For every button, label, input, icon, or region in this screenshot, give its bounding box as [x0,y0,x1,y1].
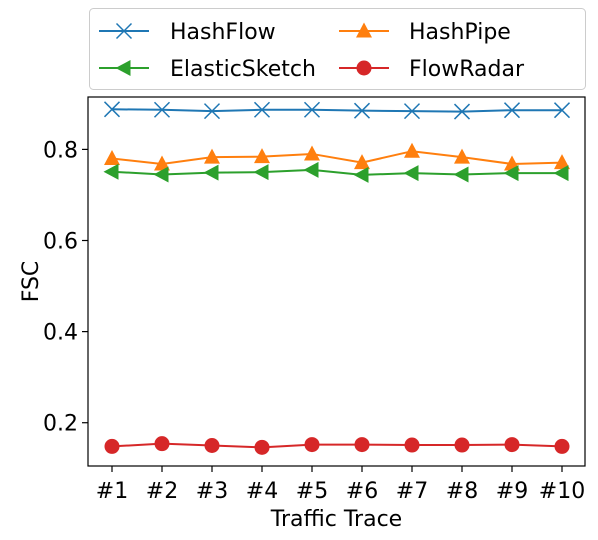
y-tick-label: 0.8 [43,138,78,163]
x-tick-label: #10 [539,479,585,504]
legend-item-hashpipe: HashPipe [339,20,511,45]
data-point [253,101,271,118]
data-point [153,166,169,183]
y-axis: 0.2 0.4 0.6 0.8 [43,138,88,437]
legend-marker [115,22,133,40]
legend-item-flowradar: FlowRadar [339,57,525,82]
data-point [403,165,419,182]
legend-label: HashFlow [170,20,276,45]
legend-label: HashPipe [409,20,511,45]
legend: HashFlow HashPipe ElasticSketch FlowRadar [89,8,586,90]
series-elasticsketch [103,161,569,183]
data-point [553,102,571,119]
x-axis-label: Traffic Trace [270,507,402,532]
x-tick-label: #9 [496,479,528,504]
data-point [303,101,321,118]
x-tick-label: #1 [96,479,128,504]
data-point [454,437,470,453]
data-point [354,437,370,453]
data-point [254,148,270,164]
data-point [453,103,471,120]
series-hashflow [103,101,571,120]
x-tick-label: #5 [296,479,328,504]
data-point [404,437,420,453]
data-point [404,142,420,158]
data-point [454,148,470,164]
series-flowradar [104,436,570,455]
data-point [554,154,570,170]
y-tick-label: 0.2 [43,412,78,437]
data-point [553,165,569,182]
y-tick-label: 0.6 [43,230,78,255]
x-tick-label: #3 [196,479,228,504]
data-point [204,438,220,453]
data-point [354,154,370,170]
data-point [403,103,421,120]
series-hashpipe [104,142,570,171]
legend-box [89,8,586,90]
y-axis-label: FSC [19,261,44,303]
legend-marker [115,60,131,76]
data-point [154,155,170,171]
data-point [204,148,220,164]
data-point [503,165,519,182]
legend-label: FlowRadar [409,57,525,82]
data-point [503,102,521,119]
series-line [111,150,563,165]
series-layer [103,101,571,455]
legend-item-elasticsketch: ElasticSketch [99,57,316,82]
legend-label: ElasticSketch [170,57,316,82]
data-point [104,438,120,454]
x-tick-label: #6 [346,479,378,504]
data-point [304,145,320,161]
data-point [154,436,170,452]
legend-marker [356,22,372,38]
data-point [353,166,369,183]
x-tick-label: #4 [246,479,278,504]
data-point [104,150,120,165]
x-tick-label: #2 [146,479,178,504]
y-tick-label: 0.4 [43,321,78,346]
data-point [203,103,221,120]
data-point [254,439,270,455]
data-point [103,101,121,118]
x-axis: #1 #2 #3 #4 #5 #6 #7 #8 #9 #10 [96,466,585,504]
data-point [554,438,570,454]
x-tick-label: #7 [396,479,428,504]
plot-area-frame [87,96,586,467]
data-point [504,437,520,453]
data-point [304,437,320,453]
legend-item-hashflow: HashFlow [99,20,276,45]
data-point [153,101,171,118]
series-line [111,168,562,176]
legend-marker [356,60,372,76]
data-point [453,166,469,183]
data-point [253,164,269,181]
series-line [111,442,563,449]
data-point [203,164,219,181]
data-point [353,102,371,119]
series-line [111,108,562,113]
data-point [103,163,119,180]
x-tick-label: #8 [446,479,478,504]
data-point [303,161,319,178]
